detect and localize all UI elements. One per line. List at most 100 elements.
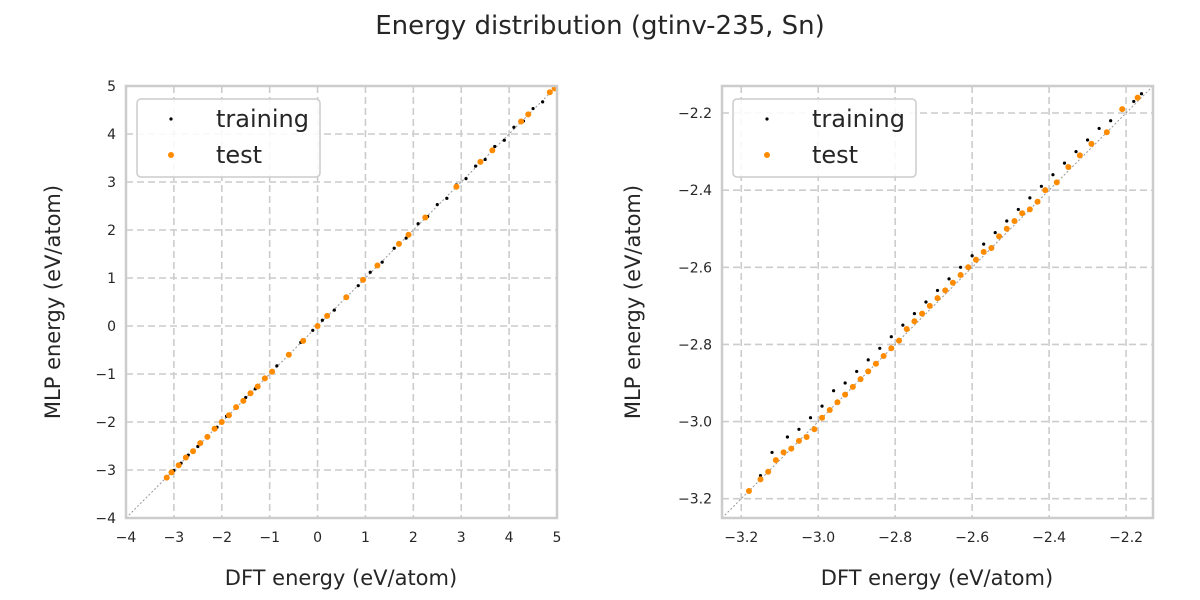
right-y-tick-label: −3.0 [678,415,712,431]
right-training-point [982,242,986,246]
right-series-test [745,94,1141,494]
left-legend-box [136,98,321,178]
left-test-point [197,440,204,447]
right-test-point [1026,206,1033,213]
figure-title: Energy distribution (gtinv-235, Sn) [375,11,825,41]
right-test-point [996,233,1003,240]
left-training-point [416,222,420,226]
right-legend-marker-training [765,117,769,121]
right-test-point [942,287,949,294]
left-test-point [190,448,197,455]
left-y-axis-label: MLP energy (eV/atom) [41,185,65,419]
left-test-point [489,147,496,154]
left-training-point [473,164,478,168]
right-test-point [1019,210,1026,217]
right-training-point [855,369,859,374]
left-y-tick-label: 5 [107,79,116,95]
right-y-tick-label: −2.6 [678,260,712,276]
right-test-point [1011,218,1018,224]
right-training-point [1051,173,1055,177]
right-y-tick-label: −2.4 [678,183,712,199]
right-training-point [993,230,997,235]
right-test-point [803,434,810,440]
left-training-point [531,106,535,111]
left-y-tick-label: 1 [107,271,116,287]
right-training-point [901,323,905,327]
left-x-tick-label: −2 [211,530,232,546]
right-series-training [758,92,1144,478]
right-test-point [949,279,956,286]
right-test-point [1088,140,1095,147]
left-x-tick-label: 5 [553,530,562,546]
left-y-tick-label: −3 [95,463,116,479]
right-test-point [1065,164,1072,170]
right-training-point [1062,161,1067,165]
left-test-point [395,240,402,247]
right-test-point [888,345,895,352]
right-legend: training test [732,98,917,178]
left-training-point [275,364,279,368]
left-training-point [404,236,408,240]
left-test-point [254,383,261,390]
right-test-point [1119,106,1126,113]
left-legend-marker-test [168,152,174,158]
right-training-point [1039,184,1043,188]
left-test-point [525,111,532,118]
right-axes-frame [720,84,1155,520]
right-test-point [834,399,841,406]
left-subplot: DFT energy (eV/atom) MLP energy (eV/atom… [41,79,561,590]
right-training-point [878,346,882,350]
left-test-point [182,454,189,461]
left-test-point [175,462,182,469]
left-test-point [343,294,350,301]
left-training-point [445,196,449,200]
left-legend-marker-training [169,117,173,121]
right-test-point [1003,225,1010,232]
right-x-tick-label: −2.2 [1109,530,1143,546]
right-legend-marker-test [764,152,770,158]
right-test-point [819,414,826,421]
right-training-point [947,277,951,281]
right-training-point [912,311,917,316]
right-y-tick-label: −2.8 [678,337,712,353]
left-x-tick-label: 3 [457,530,466,546]
left-training-point [483,157,487,162]
left-x-tick-label: −4 [116,530,137,546]
left-test-point [546,89,553,96]
left-x-tick-label: −1 [259,530,280,546]
right-test-point [903,326,910,332]
right-test-point [872,360,879,367]
right-training-point [889,335,893,339]
left-training-point [196,444,200,449]
right-test-point [795,437,802,444]
left-training-point [320,318,324,322]
right-x-tick-label: −3.2 [724,530,758,546]
left-test-point [374,262,381,269]
right-training-point [1109,119,1113,123]
right-test-point [811,426,818,433]
right-test-point [980,248,987,255]
left-y-tick-label: 3 [107,175,116,191]
right-training-point [797,427,801,431]
left-test-point [240,397,247,404]
right-training-point [1097,126,1101,131]
right-legend-label-training: training [812,105,905,133]
right-test-point [865,368,872,375]
left-test-point [211,425,218,432]
left-test-point [247,390,254,397]
right-training-point [808,416,813,420]
left-y-tick-label: −2 [95,415,116,431]
right-training-point [785,435,790,439]
left-x-tick-label: 1 [361,530,370,546]
left-x-tick-label: 2 [409,530,418,546]
left-x-tick-label: 4 [505,530,514,546]
left-training-point [380,260,384,264]
left-legend-label-test: test [216,141,262,169]
right-test-point [934,295,941,302]
right-training-point [820,404,824,408]
right-training-point [843,381,847,385]
left-y-tick-label: 2 [107,223,116,239]
left-y-tick-label: −4 [95,511,116,527]
right-test-point [957,272,964,278]
right-test-point [757,476,764,483]
